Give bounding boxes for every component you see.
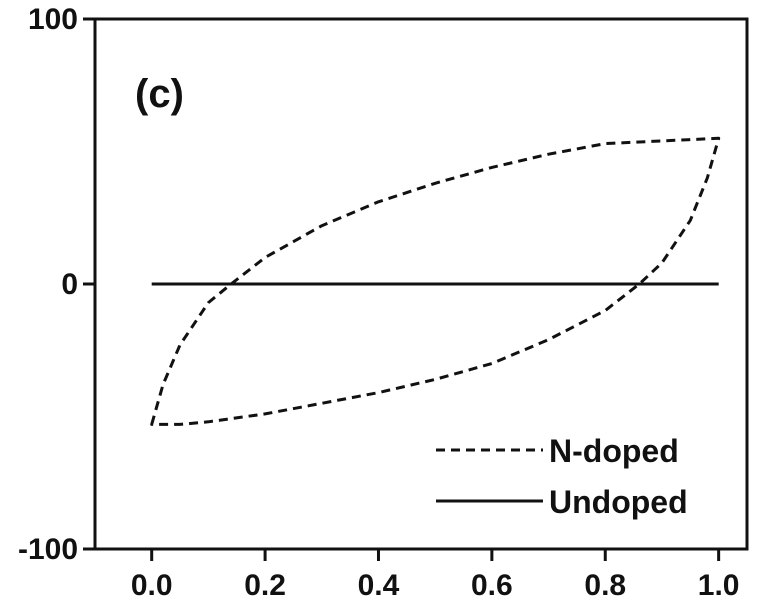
x-axis-ticks: 0.0 0.2 0.4 0.6 0.8 1.0: [131, 549, 740, 602]
y-tick-label: 0: [61, 268, 78, 301]
legend-label-undoped: Undoped: [549, 484, 688, 520]
legend: N-doped Undoped: [436, 433, 688, 520]
x-tick-label: 1.0: [698, 569, 740, 602]
y-tick-label: 100: [28, 3, 78, 36]
x-tick-label: 0.8: [584, 569, 626, 602]
y-tick-label: -100: [18, 533, 78, 566]
x-tick-label: 0.0: [131, 569, 173, 602]
y-axis-ticks: -100 0 100: [18, 3, 95, 566]
series-layer: [150, 136, 721, 426]
x-tick-label: 0.4: [358, 569, 400, 602]
series-line-n-doped: [150, 136, 721, 426]
legend-label-n-doped: N-doped: [549, 433, 679, 469]
panel-label: (c): [135, 72, 184, 116]
x-tick-label: 0.2: [244, 569, 286, 602]
x-tick-label: 0.6: [471, 569, 513, 602]
